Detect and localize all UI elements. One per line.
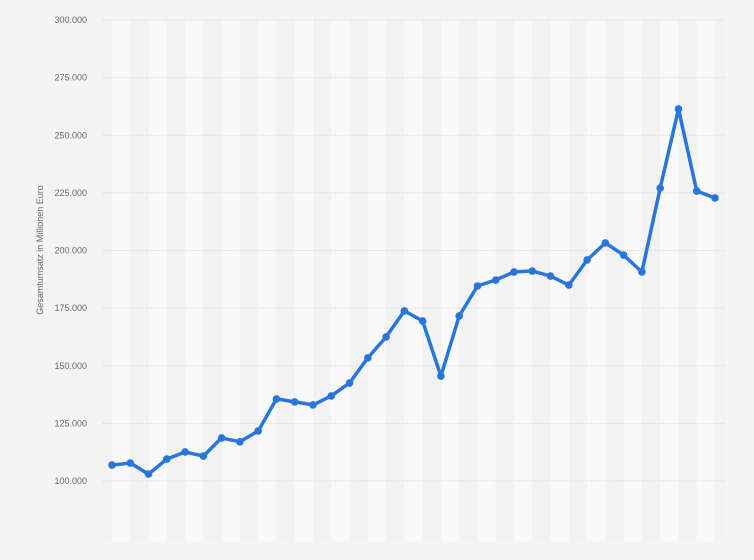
column-band bbox=[367, 20, 387, 541]
data-point[interactable] bbox=[364, 354, 372, 362]
data-point[interactable] bbox=[638, 268, 646, 276]
data-point[interactable] bbox=[126, 459, 135, 467]
data-point[interactable] bbox=[692, 187, 701, 195]
y-tick-label: 125.000 bbox=[54, 418, 87, 428]
data-point[interactable] bbox=[181, 448, 189, 456]
data-point[interactable] bbox=[400, 307, 409, 315]
column-band bbox=[440, 20, 460, 541]
data-point[interactable] bbox=[418, 317, 427, 325]
y-tick-label: 275.000 bbox=[54, 73, 87, 83]
column-band bbox=[514, 20, 533, 541]
column-band bbox=[331, 20, 350, 541]
data-point[interactable] bbox=[144, 470, 153, 478]
data-point[interactable] bbox=[601, 239, 610, 247]
data-point[interactable] bbox=[382, 333, 390, 341]
data-point[interactable] bbox=[674, 105, 683, 113]
data-point[interactable] bbox=[199, 452, 208, 460]
data-point[interactable] bbox=[290, 398, 299, 406]
data-point[interactable] bbox=[491, 276, 500, 284]
data-point[interactable] bbox=[455, 312, 463, 320]
column-band bbox=[258, 20, 277, 541]
data-point[interactable] bbox=[528, 267, 537, 275]
data-point[interactable] bbox=[619, 251, 628, 259]
data-point[interactable] bbox=[345, 379, 354, 387]
data-point[interactable] bbox=[437, 372, 445, 380]
column-band bbox=[148, 20, 167, 541]
column-band bbox=[221, 20, 240, 541]
column-band bbox=[112, 20, 131, 541]
data-point[interactable] bbox=[510, 268, 518, 276]
y-axis-ticks: 100.000 125.000 150.000 175.000 200.000 225.0… bbox=[54, 15, 87, 486]
data-point[interactable] bbox=[309, 401, 317, 409]
data-point[interactable] bbox=[583, 256, 591, 264]
data-point[interactable] bbox=[236, 438, 244, 446]
column-band bbox=[294, 20, 313, 541]
y-tick-label: 100.000 bbox=[54, 476, 87, 486]
column-band bbox=[477, 20, 496, 541]
column-bands bbox=[103, 20, 725, 541]
data-point[interactable] bbox=[272, 395, 281, 403]
y-tick-label: 175.000 bbox=[54, 303, 87, 313]
y-tick-label: 250.000 bbox=[54, 130, 87, 140]
y-tick-label: 300.000 bbox=[54, 15, 87, 25]
data-point[interactable] bbox=[217, 434, 226, 442]
data-point[interactable] bbox=[254, 427, 262, 435]
column-band bbox=[587, 20, 606, 541]
data-point[interactable] bbox=[656, 184, 664, 192]
gridlines bbox=[103, 19, 725, 482]
y-tick-label: 150.000 bbox=[54, 361, 87, 371]
y-tick-label: 200.000 bbox=[54, 246, 87, 256]
column-band bbox=[623, 20, 642, 541]
data-point[interactable] bbox=[327, 392, 336, 400]
data-point[interactable] bbox=[711, 194, 719, 202]
column-band bbox=[185, 20, 204, 541]
column-band bbox=[696, 20, 715, 541]
data-point[interactable] bbox=[473, 282, 482, 290]
column-band bbox=[660, 20, 679, 541]
data-point[interactable] bbox=[163, 455, 171, 463]
series-line bbox=[110, 107, 717, 476]
y-axis-label: Gesamtumsatz in Millionen Euro bbox=[35, 185, 45, 315]
y-tick-label: 225.000 bbox=[54, 188, 87, 198]
data-point[interactable] bbox=[565, 281, 573, 289]
data-point[interactable] bbox=[108, 461, 116, 469]
column-band bbox=[404, 20, 423, 541]
series-points bbox=[108, 105, 719, 478]
data-point[interactable] bbox=[546, 272, 555, 280]
